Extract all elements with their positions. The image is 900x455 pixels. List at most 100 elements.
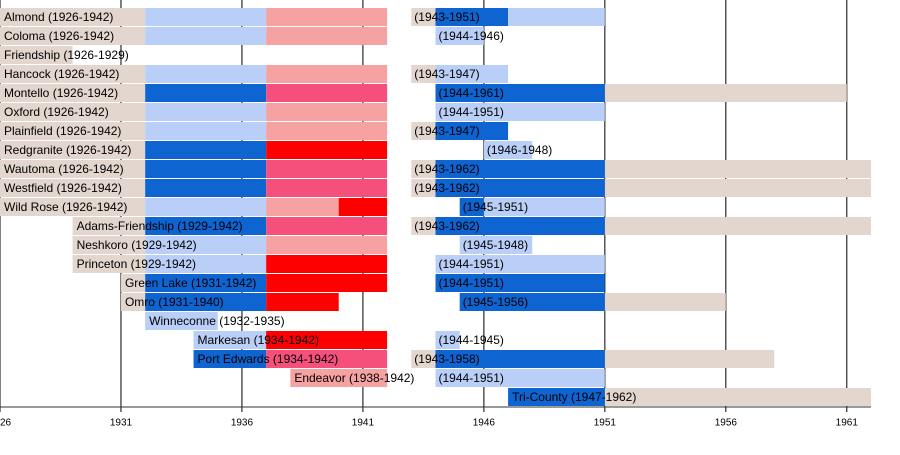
bar-segment	[145, 8, 267, 26]
bar-segment	[266, 84, 388, 102]
bar-segment	[266, 255, 388, 273]
row-label: Almond (1926-1942)	[4, 10, 113, 24]
row-label: Wild Rose (1926-1942)	[4, 200, 127, 214]
bar-segment	[435, 84, 605, 102]
bar-segment	[604, 350, 775, 368]
bar-segment	[604, 160, 871, 178]
bar-segment	[0, 122, 146, 140]
row-label: Coloma (1926-1942)	[4, 29, 114, 43]
bar-segment	[290, 369, 388, 387]
period-label: (1943-1951)	[414, 10, 479, 24]
bar-segment	[435, 103, 605, 121]
bar-segment	[145, 103, 267, 121]
bar-segment	[483, 141, 533, 159]
row-label: Princeton (1929-1942)	[77, 257, 196, 271]
bar-segment	[435, 255, 605, 273]
period-label: (1945-1951)	[463, 200, 528, 214]
period-label: (1945-1948)	[463, 238, 528, 252]
bar-segment	[266, 350, 388, 368]
bar-segment	[0, 160, 146, 178]
bar-segment	[338, 198, 388, 216]
bar-segment	[604, 217, 871, 235]
bar-segment	[604, 388, 871, 406]
x-tick-label: 1961	[836, 418, 859, 429]
row-label: Wautoma (1926-1942)	[4, 162, 124, 176]
bar-segment	[266, 8, 388, 26]
bar-segment	[266, 217, 388, 235]
bar-segment	[0, 65, 146, 83]
period-label: (1944-1946)	[439, 29, 504, 43]
bar-segment	[266, 27, 388, 45]
bar-segment	[145, 122, 267, 140]
row-label: Omro (1931-1940)	[125, 295, 224, 309]
bar-segment	[411, 350, 436, 368]
bar-segment	[508, 388, 605, 406]
bar-segment	[0, 46, 73, 64]
row-label: Friendship (1926-1929)	[4, 48, 129, 62]
bar-segment	[120, 274, 146, 292]
bar-segment	[145, 312, 218, 330]
bar-segment	[435, 8, 509, 26]
bar-segment	[266, 179, 388, 197]
bar-segment	[435, 65, 509, 83]
row-label: Redgranite (1926-1942)	[4, 143, 131, 157]
bar-segment	[0, 84, 146, 102]
bar-segment	[435, 331, 460, 349]
bar-segment	[411, 8, 436, 26]
bar-segment	[435, 160, 605, 178]
bar-segment	[508, 8, 605, 26]
bar-segment	[266, 236, 388, 254]
bar-segment	[145, 217, 267, 235]
bar-segment	[483, 198, 605, 216]
x-tick-label: 1956	[715, 418, 738, 429]
period-label: (1944-1951)	[439, 257, 504, 271]
bar-segment	[435, 27, 484, 45]
row-label: Westfield (1926-1942)	[4, 181, 122, 195]
row-label: Green Lake (1931-1942)	[125, 276, 256, 290]
bar-segment	[435, 274, 605, 292]
bar-segment	[145, 293, 267, 311]
bar-segment	[411, 65, 436, 83]
row-label: Plainfield (1926-1942)	[4, 124, 121, 138]
bar-segment	[266, 293, 339, 311]
bar-segment	[145, 179, 267, 197]
row-label: Montello (1926-1942)	[4, 86, 118, 100]
bar-segment	[145, 274, 267, 292]
row-label: Tri-County (1947-1962)	[512, 390, 636, 404]
period-label: (1944-1951)	[439, 105, 504, 119]
bar-segment	[459, 198, 484, 216]
period-label: (1944-1951)	[439, 276, 504, 290]
bar-segment	[72, 236, 146, 254]
period-label: (1943-1962)	[414, 219, 479, 233]
period-label: (1943-1947)	[414, 124, 479, 138]
bar-segment	[193, 331, 267, 349]
period-label: (1944-1951)	[439, 371, 504, 385]
bar-segment	[411, 179, 436, 197]
bar-segment	[193, 350, 267, 368]
bar-segment	[435, 217, 605, 235]
x-tick-label: 1936	[231, 418, 254, 429]
bar-segment	[120, 293, 146, 311]
bar-segment	[0, 27, 146, 45]
bar-segment	[411, 122, 436, 140]
bar-segment	[145, 84, 267, 102]
bar-segment	[145, 141, 267, 159]
bar-segment	[72, 217, 146, 235]
period-label: (1946-1948)	[487, 143, 552, 157]
bar-segment	[459, 236, 533, 254]
x-tick-label: 1931	[110, 418, 133, 429]
x-tick-label: 1926	[0, 418, 12, 429]
bar-segment	[0, 103, 146, 121]
bar-segment	[0, 179, 146, 197]
period-label: (1943-1962)	[414, 162, 479, 176]
bar-segment	[145, 198, 267, 216]
row-label: Hancock (1926-1942)	[4, 67, 119, 81]
bar-segment	[0, 8, 146, 26]
period-label: (1945-1956)	[463, 295, 528, 309]
bar-segment	[266, 141, 388, 159]
bar-segment	[435, 179, 605, 197]
bar-segment	[145, 236, 267, 254]
period-label: (1943-1962)	[414, 181, 479, 195]
